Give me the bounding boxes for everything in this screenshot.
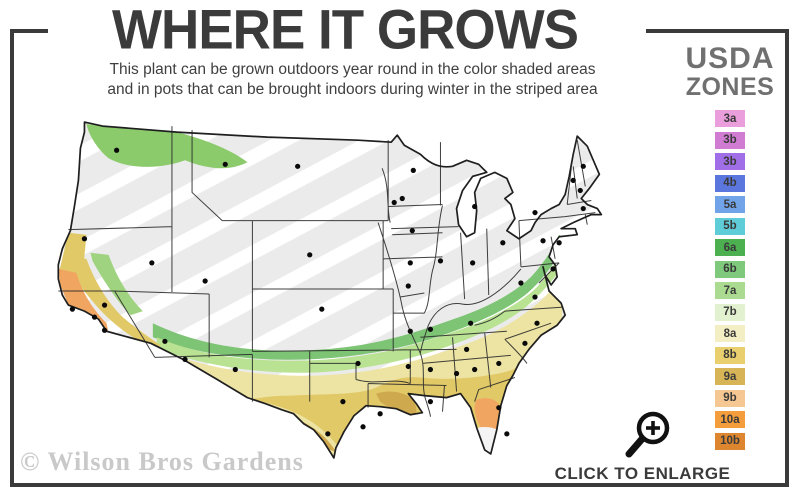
- city-dot: [340, 399, 346, 405]
- city-dot: [355, 360, 361, 367]
- zone-chip: 10b: [715, 432, 745, 450]
- frame-border-right: [785, 29, 789, 487]
- city-dot: [427, 399, 434, 405]
- usda-zones-legend: USDA ZONES 3a 3b 3b 4b 5a 5b 6a 6b 7a 7b 8a 8b 9a 9b 1…: [676, 44, 784, 454]
- city-dot: [577, 187, 583, 194]
- city-dot: [522, 340, 528, 346]
- city-dot: [540, 238, 546, 244]
- city-dot: [496, 360, 502, 367]
- magnifier-plus-icon[interactable]: [607, 408, 679, 460]
- legend-title-usda: USDA: [685, 42, 775, 75]
- zone-chip: 3b: [715, 131, 745, 149]
- us-map-graphic: [57, 121, 603, 459]
- city-dot: [518, 280, 524, 286]
- city-dot: [407, 328, 413, 334]
- zone-chip: 6b: [715, 260, 745, 278]
- city-dot: [427, 366, 434, 373]
- subtitle-line-2: and in pots that can be brought indoors …: [107, 81, 598, 99]
- city-dot: [580, 205, 586, 212]
- zone-chip: 6a: [715, 239, 745, 256]
- zone-chip: 3a: [715, 110, 745, 127]
- city-dot: [319, 306, 325, 312]
- zone-chip: 4b: [715, 174, 745, 192]
- city-dot: [500, 240, 506, 246]
- city-dot: [202, 278, 208, 284]
- city-dot: [69, 306, 76, 312]
- city-dot: [405, 363, 411, 370]
- city-dot: [496, 405, 502, 411]
- city-dot: [101, 327, 108, 333]
- state-borders: [58, 126, 596, 417]
- city-dot: [580, 163, 586, 169]
- city-dot: [470, 260, 476, 266]
- city-dot: [472, 366, 478, 373]
- city-dot: [437, 258, 444, 264]
- city-dot: [162, 338, 168, 344]
- city-dot: [534, 320, 540, 326]
- city-dot: [427, 326, 434, 332]
- legend-title-zones: ZONES: [685, 73, 775, 101]
- city-dot: [405, 283, 411, 289]
- zone-chip: 5b: [715, 217, 745, 235]
- city-dot: [182, 356, 188, 363]
- page-title: WHERE IT GROWS: [112, 0, 579, 61]
- city-dots: [69, 147, 586, 437]
- city-dot: [463, 346, 470, 352]
- city-dot: [532, 209, 538, 216]
- frame-border-left: [10, 29, 14, 487]
- frame-border-top-left: [10, 29, 48, 33]
- city-dot: [377, 411, 383, 417]
- zone-chip: 9a: [715, 368, 745, 385]
- city-dot: [409, 228, 415, 234]
- us-zone-map: [56, 110, 660, 464]
- zone-chip: 3b: [715, 153, 745, 170]
- city-dot: [410, 167, 416, 173]
- city-dot: [453, 370, 460, 377]
- city-dot: [391, 199, 397, 206]
- subtitle: This plant can be grown outdoors year ro…: [60, 60, 645, 101]
- city-dot: [407, 260, 413, 266]
- city-dot: [149, 260, 155, 266]
- city-dot: [472, 203, 478, 210]
- city-dot: [295, 163, 301, 169]
- zone-chip: 8a: [715, 325, 745, 342]
- watermark: © Wilson Bros Gardens: [20, 447, 304, 476]
- frame-border-top-right: [646, 29, 789, 33]
- zone-chip: 8b: [715, 346, 745, 364]
- city-dot: [468, 320, 474, 326]
- city-dot: [222, 161, 228, 167]
- zone-chip: 9b: [715, 389, 745, 407]
- zone-chip: 7a: [715, 282, 745, 299]
- city-dot: [114, 147, 120, 153]
- city-dot: [101, 302, 108, 308]
- frame-border-bottom: [10, 483, 789, 487]
- zone-chip: 5a: [715, 196, 745, 213]
- zone-chip: 10a: [715, 411, 745, 428]
- city-dot: [360, 424, 366, 430]
- city-dot: [325, 431, 331, 437]
- city-dot: [504, 431, 510, 437]
- click-to-enlarge[interactable]: CLICK TO ENLARGE: [545, 408, 740, 484]
- subtitle-line-1: This plant can be grown outdoors year ro…: [109, 61, 596, 78]
- city-dot: [556, 240, 562, 246]
- enlarge-label[interactable]: CLICK TO ENLARGE: [554, 464, 731, 483]
- us-outline: [57, 121, 603, 459]
- city-dot: [399, 195, 405, 202]
- city-dot: [91, 314, 98, 320]
- city-dot: [307, 252, 313, 258]
- city-dot: [232, 366, 238, 373]
- city-dot: [550, 266, 556, 272]
- city-dot: [81, 236, 88, 242]
- zone-chip: 7b: [715, 303, 745, 321]
- zone-chip-list: 3a 3b 3b 4b 5a 5b 6a 6b 7a 7b 8a 8b 9a 9b 10a 10b: [676, 110, 784, 450]
- city-dot: [532, 294, 538, 300]
- city-dot: [570, 177, 576, 184]
